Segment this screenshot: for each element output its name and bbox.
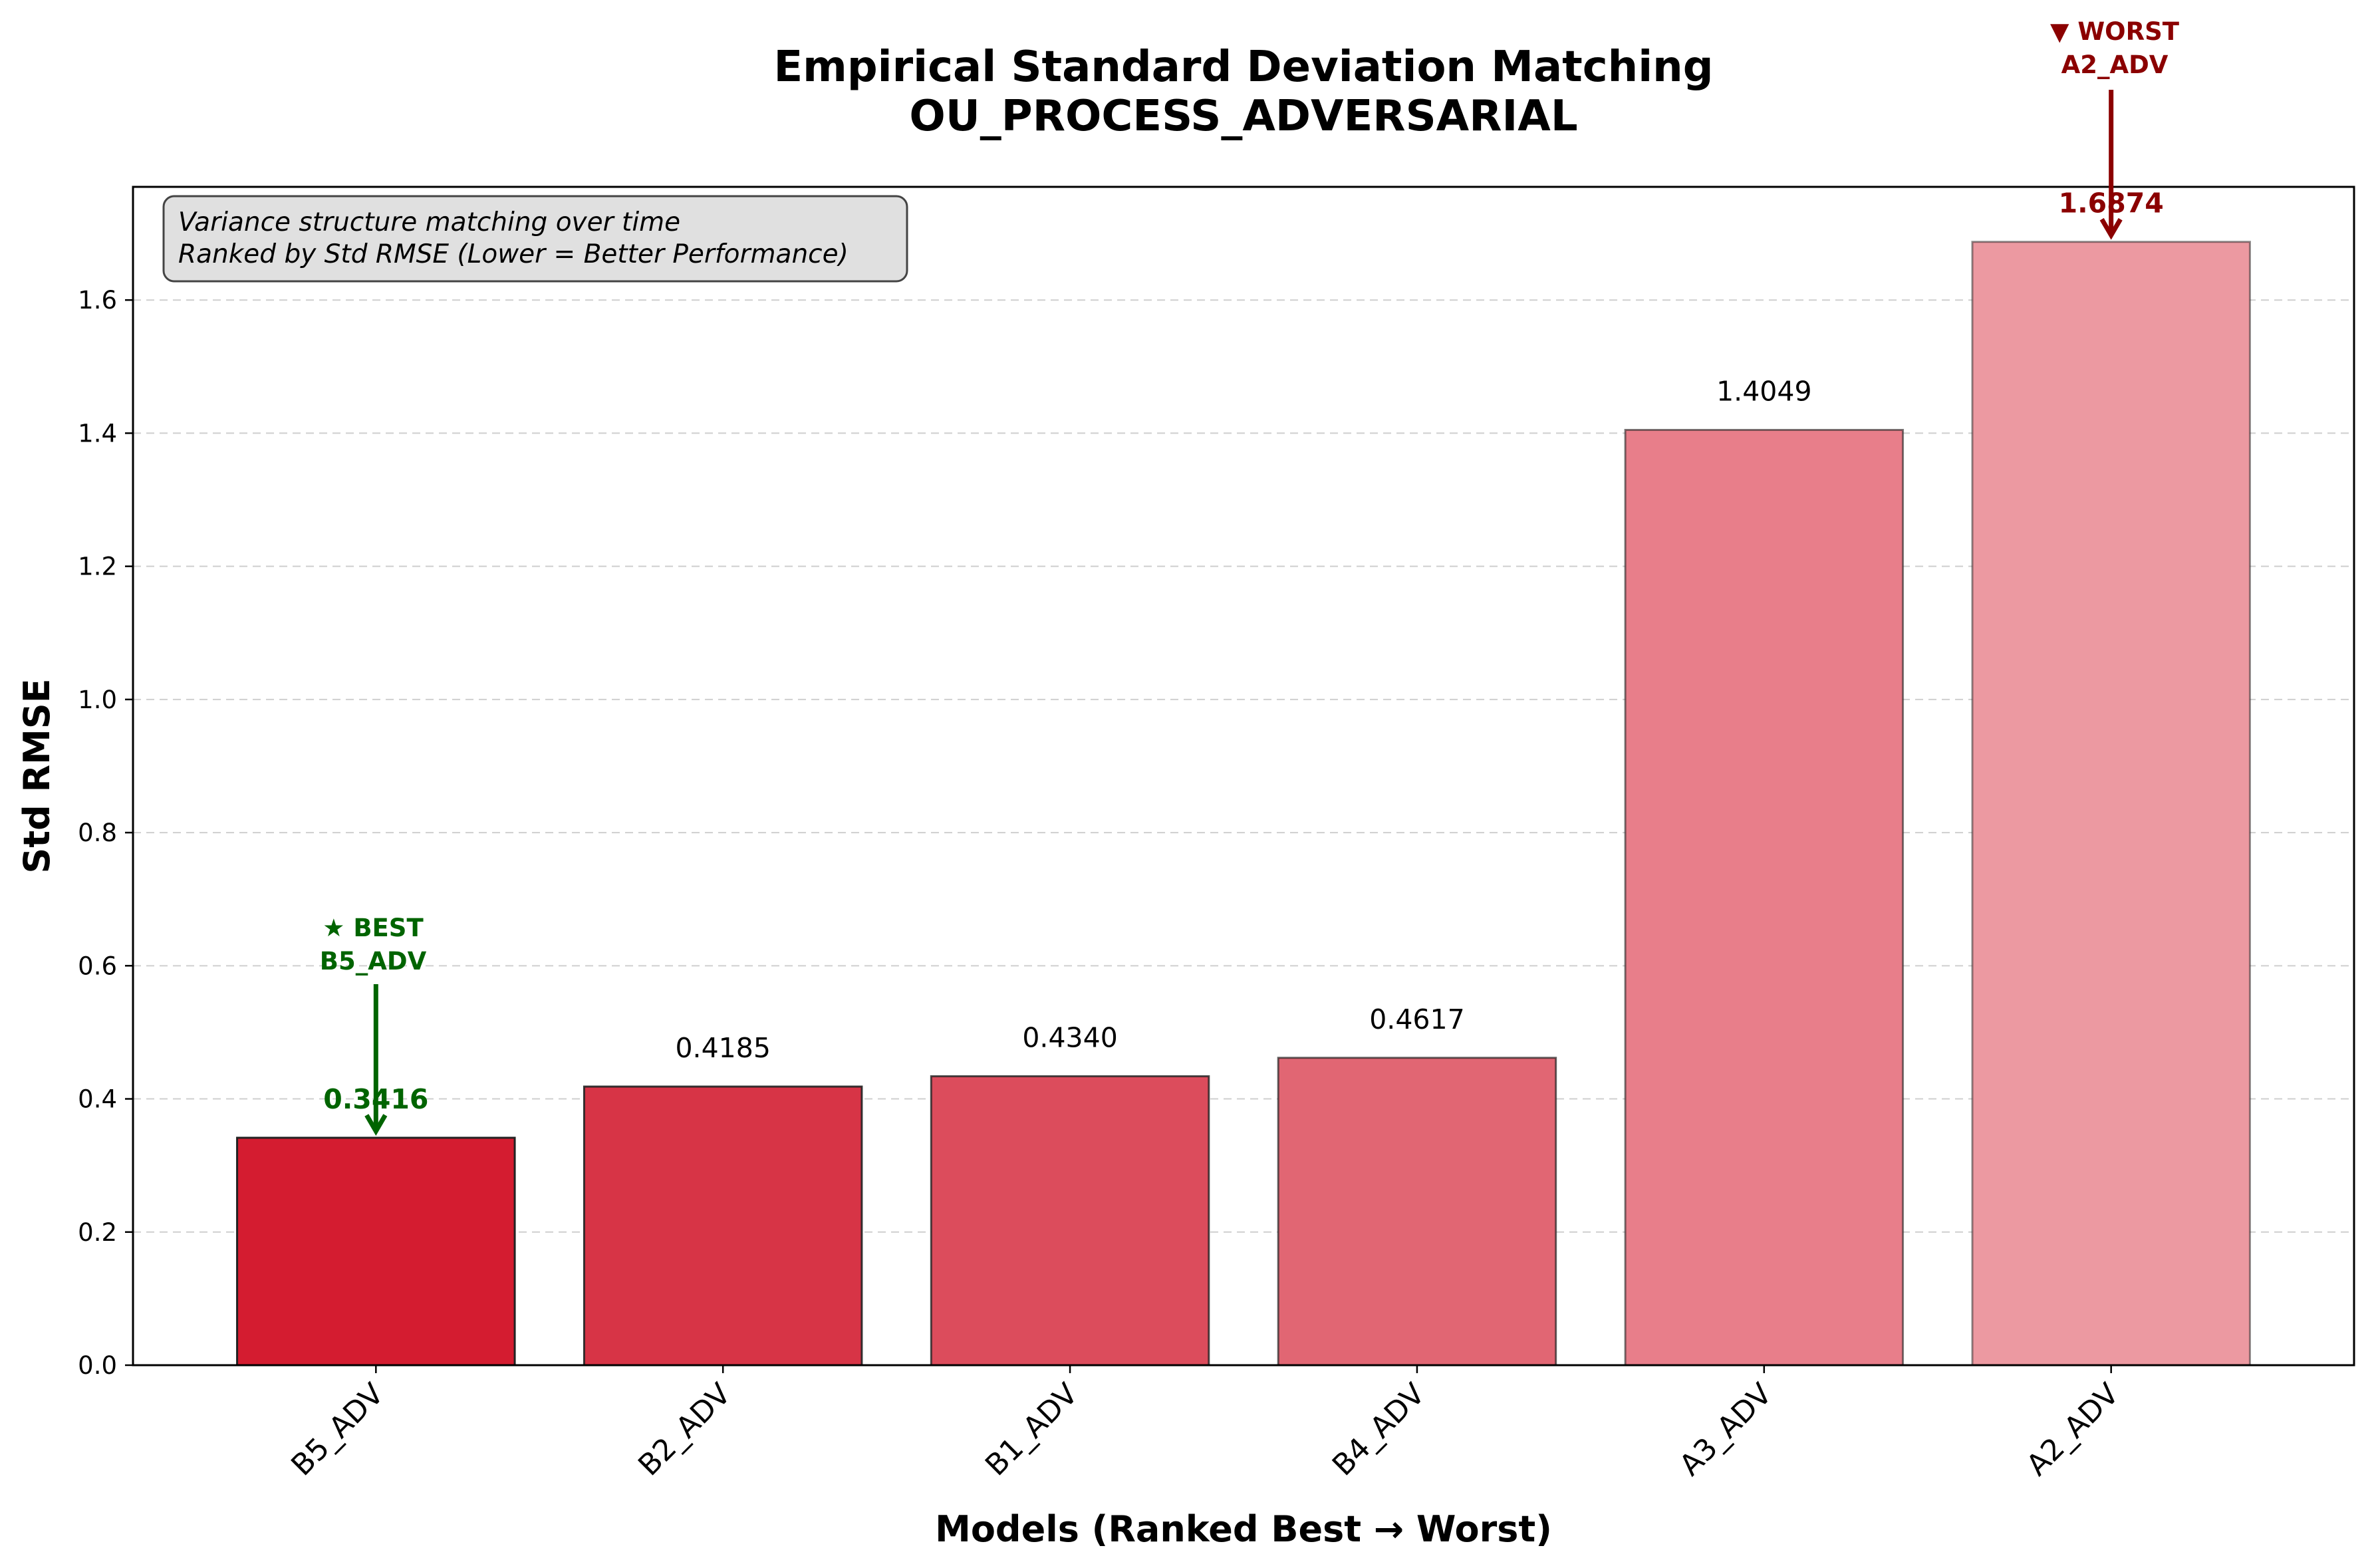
bar-B2_ADV <box>583 1085 863 1367</box>
y-tick-label: 0.2 <box>78 1218 117 1247</box>
y-axis-label: Std RMSE <box>16 678 58 873</box>
bar-value-label: 0.4617 <box>1369 1003 1464 1035</box>
bar-value-label: 1.4049 <box>1716 376 1811 408</box>
bar-A3_ADV <box>1624 429 1905 1367</box>
y-tick-label: 1.4 <box>78 419 117 448</box>
x-axis-label: Models (Ranked Best → Worst) <box>935 1508 1552 1550</box>
y-tick-label: 1.0 <box>78 686 117 714</box>
info-box: Variance structure matching over time Ra… <box>162 195 908 283</box>
y-tick-label: 1.2 <box>78 553 117 581</box>
bar-B1_ADV <box>930 1075 1210 1367</box>
bar-B4_ADV <box>1277 1057 1557 1367</box>
best-annotation-line-1: ★ BEST <box>323 914 424 942</box>
bar-value-label: 0.4185 <box>675 1032 770 1064</box>
info-box-line-2: Ranked by Std RMSE (Lower = Better Perfo… <box>178 239 849 269</box>
plot-frame <box>132 186 2355 1367</box>
worst-annotation-line-1: ▼ WORST <box>2050 17 2180 46</box>
x-tick-label: B2_ADV <box>632 1377 737 1483</box>
worst-arrowhead <box>2099 217 2123 240</box>
worst-annotation-line-2: A2_ADV <box>2061 51 2169 79</box>
x-tick-label: B4_ADV <box>1326 1377 1432 1483</box>
best-annotation-line-2: B5_ADV <box>320 947 427 976</box>
worst-annotation: ▼ WORST A2_ADV <box>2050 17 2180 240</box>
x-tick-label: A3_ADV <box>1673 1377 1779 1483</box>
x-tick-label: A2_ADV <box>2020 1377 2126 1483</box>
chart-subtitle: OU_PROCESS_ADVERSARIAL <box>909 92 1577 141</box>
y-tick-label: 0.4 <box>78 1085 117 1114</box>
best-annotation: ★ BEST B5_ADV <box>320 914 427 1136</box>
bars <box>236 241 2251 1367</box>
bar-B5_ADV <box>236 1136 516 1367</box>
y-tick-label: 0.0 <box>78 1351 117 1380</box>
x-axis-ticks: B5_ADV B2_ADV B1_ADV B4_ADV A3_ADV A2_ADV <box>285 1365 2125 1482</box>
x-tick-label: B1_ADV <box>979 1377 1085 1483</box>
chart-title: Empirical Standard Deviation Matching <box>773 43 1713 92</box>
best-arrowhead <box>364 1114 388 1136</box>
bar-A2_ADV <box>1971 241 2251 1367</box>
bar-value-label: 0.4340 <box>1022 1022 1117 1054</box>
y-axis-ticks: 0.0 0.2 0.4 0.6 0.8 1.0 1.2 1.4 1.6 <box>78 286 133 1380</box>
y-tick-label: 1.6 <box>78 286 117 315</box>
y-tick-label: 0.8 <box>78 819 117 847</box>
y-tick-label: 0.6 <box>78 952 117 980</box>
x-tick-label: B5_ADV <box>285 1377 390 1483</box>
info-box-line-1: Variance structure matching over time <box>178 207 680 237</box>
